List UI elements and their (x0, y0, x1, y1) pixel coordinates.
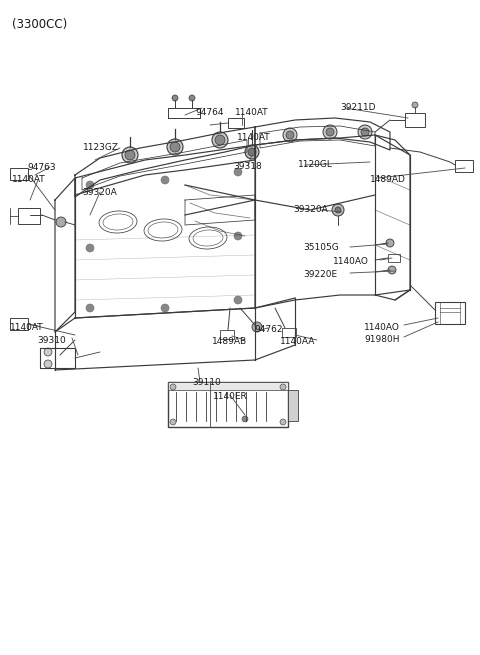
Circle shape (242, 416, 248, 422)
Bar (228, 118, 244, 128)
Text: 1120GL: 1120GL (298, 160, 333, 169)
Text: 1140AT: 1140AT (10, 323, 44, 332)
Circle shape (335, 207, 341, 213)
Text: 1140ER: 1140ER (213, 392, 248, 401)
Circle shape (361, 128, 369, 136)
Text: 35105G: 35105G (303, 243, 339, 252)
Text: 1140AO: 1140AO (364, 323, 400, 332)
Circle shape (161, 176, 169, 184)
Text: 1489AB: 1489AB (212, 337, 247, 346)
Text: 39310: 39310 (37, 336, 66, 345)
Text: 1140AT: 1140AT (12, 175, 46, 184)
Circle shape (86, 304, 94, 312)
Text: 39211D: 39211D (340, 103, 375, 112)
Circle shape (280, 419, 286, 425)
Circle shape (172, 95, 178, 101)
Circle shape (125, 150, 135, 160)
Circle shape (86, 181, 94, 189)
Text: 39320A: 39320A (293, 205, 328, 214)
Circle shape (332, 204, 344, 216)
Text: 94762: 94762 (254, 325, 283, 334)
Bar (168, 382, 288, 427)
Bar (10, 318, 28, 330)
Bar (18, 208, 40, 224)
Circle shape (189, 95, 195, 101)
Circle shape (412, 102, 418, 108)
Circle shape (283, 128, 297, 142)
Circle shape (56, 217, 66, 227)
Circle shape (234, 296, 242, 304)
Circle shape (326, 128, 334, 136)
Bar (282, 328, 296, 337)
Text: 1489AD: 1489AD (370, 175, 406, 184)
Circle shape (234, 168, 242, 176)
Circle shape (44, 360, 52, 368)
Text: 94764: 94764 (195, 108, 224, 117)
Text: 39110: 39110 (192, 378, 221, 387)
Text: 1140AA: 1140AA (280, 337, 315, 346)
Text: 91980H: 91980H (364, 335, 399, 344)
Circle shape (212, 132, 228, 148)
Circle shape (245, 145, 259, 159)
Circle shape (358, 125, 372, 139)
Circle shape (323, 125, 337, 139)
Circle shape (252, 322, 262, 332)
Circle shape (388, 266, 396, 274)
Text: 1123GZ: 1123GZ (83, 143, 119, 152)
Circle shape (248, 148, 256, 156)
Circle shape (280, 384, 286, 390)
Bar (435, 302, 465, 324)
Text: 39220E: 39220E (303, 270, 337, 279)
Text: 1140AT: 1140AT (237, 133, 271, 142)
Bar (455, 160, 473, 172)
Circle shape (167, 139, 183, 155)
Circle shape (161, 304, 169, 312)
Text: 39318: 39318 (233, 162, 262, 171)
Text: (3300CC): (3300CC) (12, 18, 67, 31)
Circle shape (44, 348, 52, 356)
Circle shape (122, 147, 138, 163)
Text: 1140AT: 1140AT (235, 108, 269, 117)
Text: 94763: 94763 (27, 163, 56, 172)
Circle shape (170, 419, 176, 425)
Bar (10, 168, 28, 180)
Circle shape (170, 384, 176, 390)
Circle shape (170, 142, 180, 152)
Circle shape (215, 135, 225, 145)
Circle shape (386, 239, 394, 247)
Circle shape (286, 131, 294, 139)
Circle shape (86, 244, 94, 252)
Bar (405, 113, 425, 127)
Bar (220, 330, 234, 339)
Bar (388, 254, 400, 262)
Circle shape (234, 232, 242, 240)
Text: 39320A: 39320A (82, 188, 117, 197)
Bar (168, 382, 288, 390)
Bar (288, 390, 298, 421)
Text: 1140AO: 1140AO (333, 257, 369, 266)
